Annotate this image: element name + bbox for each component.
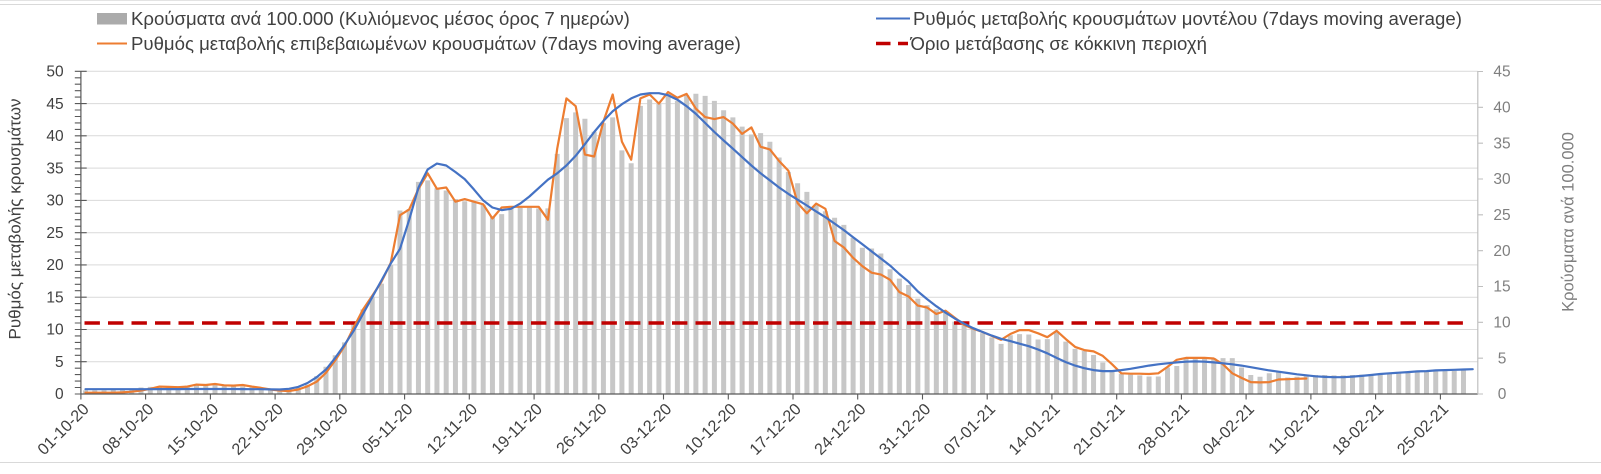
svg-text:Κρούσματα ανά 100.000: Κρούσματα ανά 100.000: [1560, 132, 1578, 312]
svg-text:25: 25: [46, 225, 63, 242]
svg-text:35: 35: [1493, 135, 1510, 152]
svg-text:50: 50: [46, 64, 64, 81]
svg-text:0: 0: [55, 386, 64, 403]
svg-text:15: 15: [46, 289, 63, 306]
svg-text:5: 5: [1498, 350, 1507, 367]
svg-text:Ρυθμός μεταβολής επιβεβαιωμένω: Ρυθμός μεταβολής επιβεβαιωμένων κρουσμάτ…: [131, 33, 741, 54]
svg-text:45: 45: [46, 96, 63, 113]
svg-text:30: 30: [1493, 171, 1511, 188]
svg-text:0: 0: [1498, 386, 1507, 403]
svg-text:45: 45: [1493, 64, 1510, 81]
svg-text:40: 40: [46, 128, 64, 145]
svg-text:35: 35: [46, 160, 63, 177]
svg-text:10: 10: [46, 322, 64, 339]
svg-text:15: 15: [1493, 279, 1510, 296]
svg-text:25: 25: [1493, 207, 1510, 224]
svg-text:20: 20: [1493, 243, 1511, 260]
svg-text:10: 10: [1493, 315, 1511, 332]
svg-text:5: 5: [55, 354, 64, 371]
svg-text:Ρυθμός μεταβολής κρουσμάτων μο: Ρυθμός μεταβολής κρουσμάτων μοντέλου (7d…: [913, 8, 1462, 29]
svg-text:Κρούσματα ανά 100.000 (Κυλιόμε: Κρούσματα ανά 100.000 (Κυλιόμενος μέσος …: [131, 8, 630, 29]
svg-text:Όριο μετάβασης σε κόκκινη περι: Όριο μετάβασης σε κόκκινη περιοχή: [910, 33, 1207, 54]
svg-text:Ρυθμός μεταβολής κρουσμάτων: Ρυθμός μεταβολής κρουσμάτων: [6, 99, 25, 340]
svg-text:30: 30: [46, 193, 64, 210]
svg-text:20: 20: [46, 257, 64, 274]
svg-text:40: 40: [1493, 100, 1511, 117]
